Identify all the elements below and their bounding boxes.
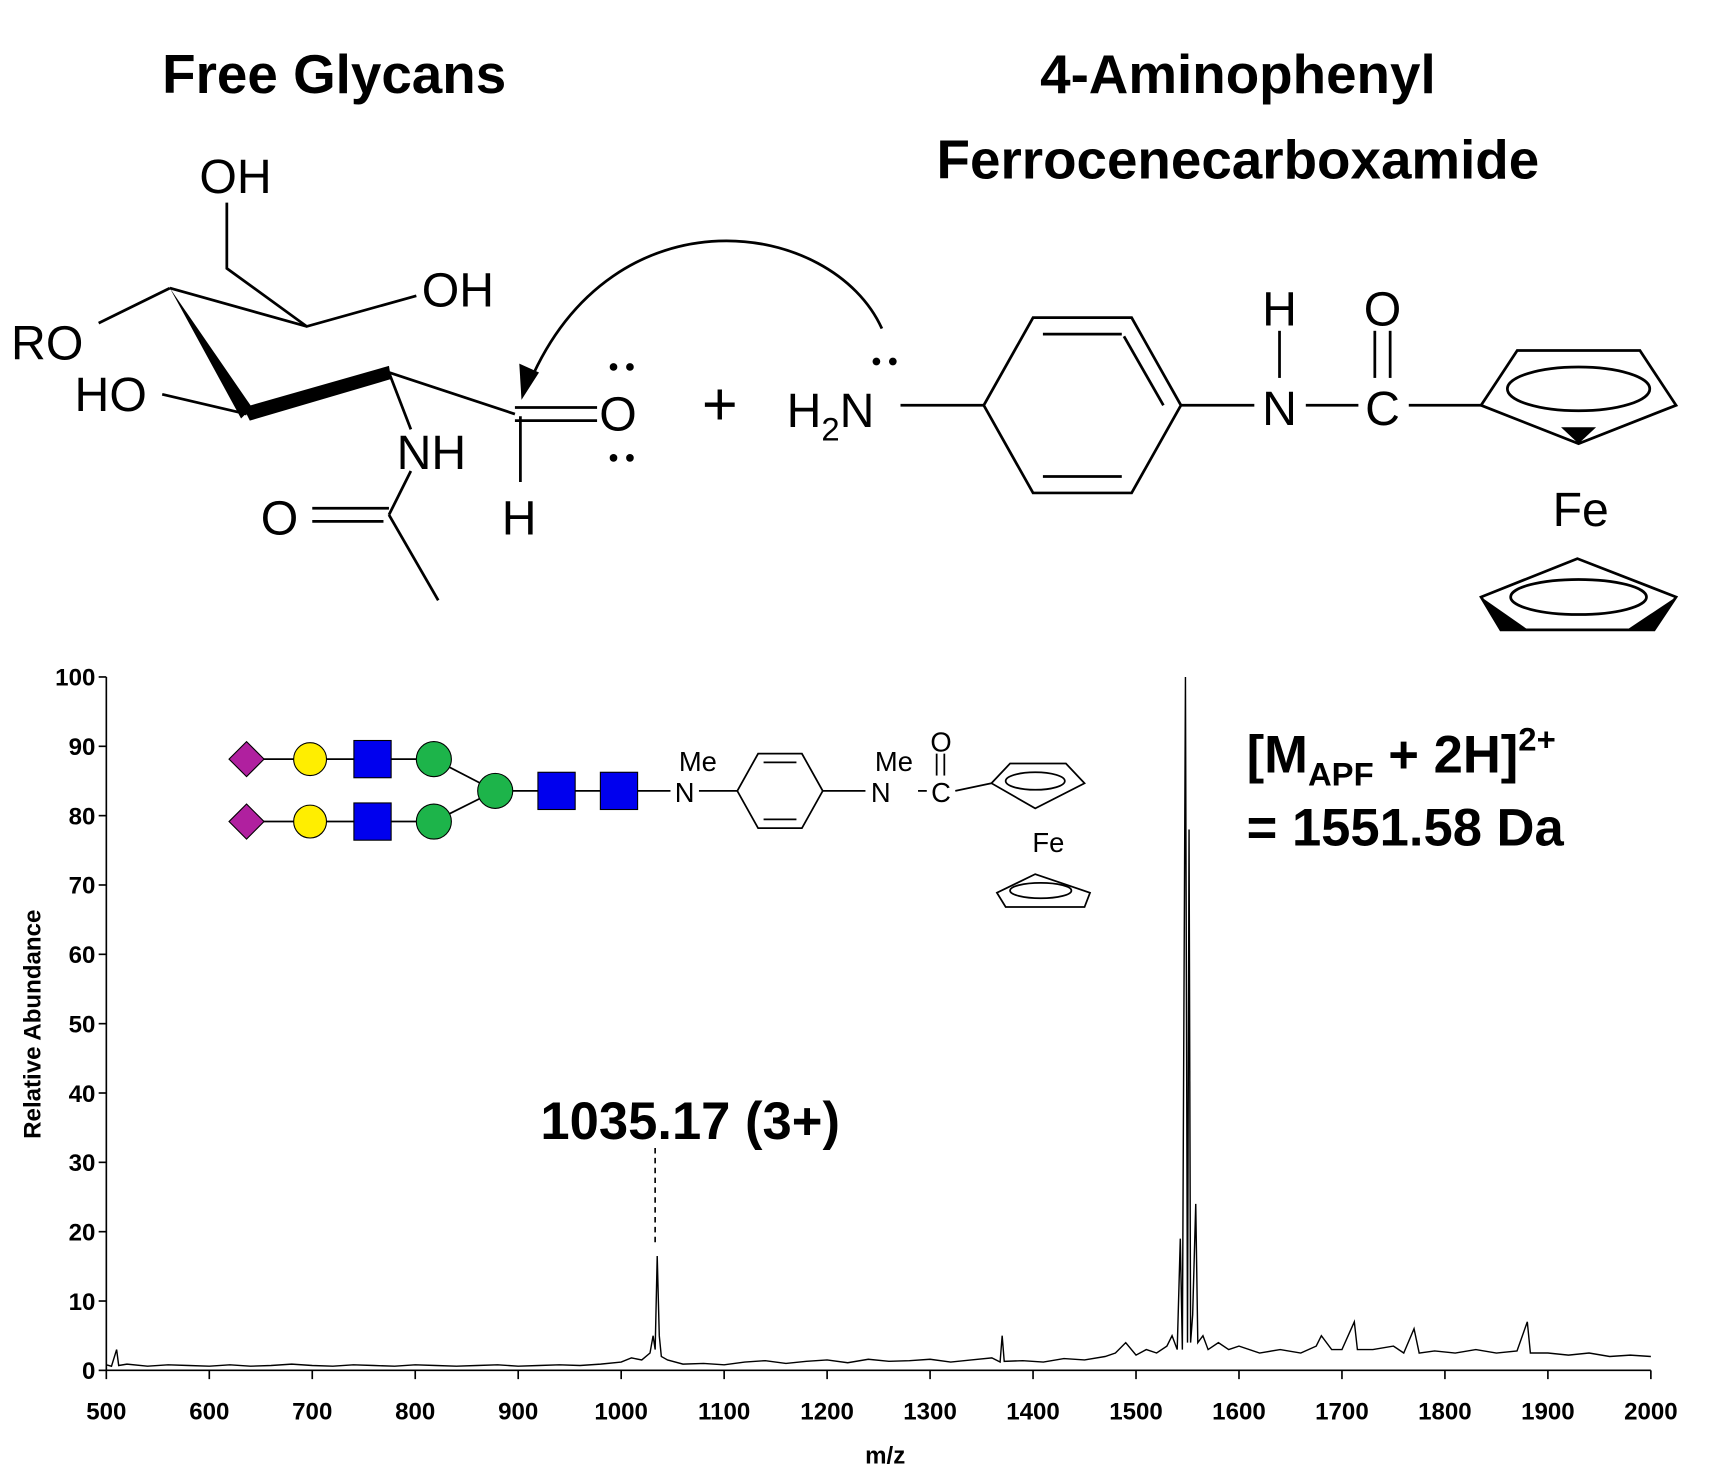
x-tick-label: 1400 — [1006, 1399, 1060, 1426]
x-axis-label: m/z — [865, 1442, 905, 1469]
x-tick-label: 1200 — [800, 1399, 854, 1426]
right-title: 4-Aminophenyl — [1040, 43, 1436, 105]
amine-label: H2N — [787, 384, 875, 447]
y-tick-label: 80 — [69, 803, 96, 830]
x-tick-label: 700 — [292, 1399, 332, 1426]
y-tick-label: 100 — [55, 665, 95, 692]
atom-label: HO — [75, 368, 147, 422]
x-tick-label: 1100 — [698, 1399, 750, 1426]
atom-subscript: 2 — [821, 410, 839, 447]
atom-label: RO — [11, 316, 83, 370]
x-tick-label: 800 — [395, 1399, 435, 1426]
inset-atom: N — [675, 777, 695, 808]
atom-label: N — [840, 384, 875, 438]
y-tick-label: 90 — [69, 734, 96, 761]
mass-label-superscript: 2+ — [1518, 720, 1555, 757]
glycan-bonds — [98, 202, 634, 601]
left-title: Free Glycans — [162, 43, 506, 105]
inset-atom: Me — [679, 746, 717, 777]
x-tick-label: 500 — [86, 1399, 126, 1426]
mass-label: [MAPF + 2H]2+ — [1247, 720, 1556, 792]
inset-atom: N — [871, 777, 891, 808]
spectrum-line — [106, 676, 1651, 1368]
linker-bonds — [900, 316, 1679, 632]
reaction-arrow — [527, 239, 884, 384]
y-tick-label: 10 — [69, 1289, 96, 1316]
atom-label: H — [502, 492, 537, 546]
y-tick-label: 0 — [82, 1358, 95, 1385]
atom-label: OH — [199, 150, 271, 204]
atom-label: O — [599, 387, 636, 441]
atom-label: O — [261, 492, 298, 546]
peak-annotation: 1035.17 (3+) — [540, 1092, 840, 1151]
right-title: Ferrocenecarboxamide — [937, 129, 1540, 191]
spectrum-chart: Me N Me N O C Fe 1035.17 (3+) [MAPF + 2H… — [20, 665, 1678, 1470]
glycan-inset: Me N Me N O C Fe — [228, 726, 1092, 908]
mass-label-subscript: APF — [1308, 755, 1374, 792]
arrow-head — [519, 363, 540, 400]
atom-label: NH — [397, 426, 467, 480]
y-tick-label: 70 — [69, 873, 96, 900]
x-tick-label: 2000 — [1624, 1399, 1678, 1426]
x-tick-label: 900 — [498, 1399, 538, 1426]
atom-label: H — [787, 384, 822, 438]
inset-atom: Me — [875, 746, 913, 777]
x-tick-label: 1900 — [1521, 1399, 1575, 1426]
atom-label: Fe — [1553, 483, 1609, 537]
mass-label-part: [M — [1247, 725, 1308, 784]
x-tick-label: 1300 — [903, 1399, 957, 1426]
plus-sign: + — [702, 369, 738, 438]
atom-label: N — [1262, 382, 1297, 436]
y-tick-label: 20 — [69, 1219, 96, 1246]
y-axis-label: Relative Abundance — [20, 910, 47, 1139]
reaction-scheme: Free Glycans 4-Aminophenyl Ferrocenecarb… — [11, 43, 1679, 632]
mass-label-value: = 1551.58 Da — [1247, 799, 1565, 858]
y-tick-label: 40 — [69, 1081, 96, 1108]
inset-atom: Fe — [1032, 827, 1064, 858]
x-tick-label: 1600 — [1212, 1399, 1266, 1426]
inset-atom: O — [930, 726, 951, 757]
x-tick-label: 1700 — [1315, 1399, 1369, 1426]
mass-label-part: + 2H] — [1374, 725, 1519, 784]
y-tick-label: 60 — [69, 942, 96, 969]
x-tick-label: 600 — [189, 1399, 229, 1426]
atom-label: O — [1364, 282, 1401, 336]
atom-label: C — [1365, 382, 1400, 436]
x-tick-label: 1800 — [1418, 1399, 1472, 1426]
x-tick-label: 1000 — [594, 1399, 648, 1426]
x-tick-label: 1500 — [1109, 1399, 1163, 1426]
atom-label: H — [1262, 282, 1297, 336]
y-tick-label: 50 — [69, 1011, 96, 1038]
atom-label: OH — [422, 264, 494, 318]
y-tick-label: 30 — [69, 1150, 96, 1177]
inset-atom: C — [931, 777, 951, 808]
